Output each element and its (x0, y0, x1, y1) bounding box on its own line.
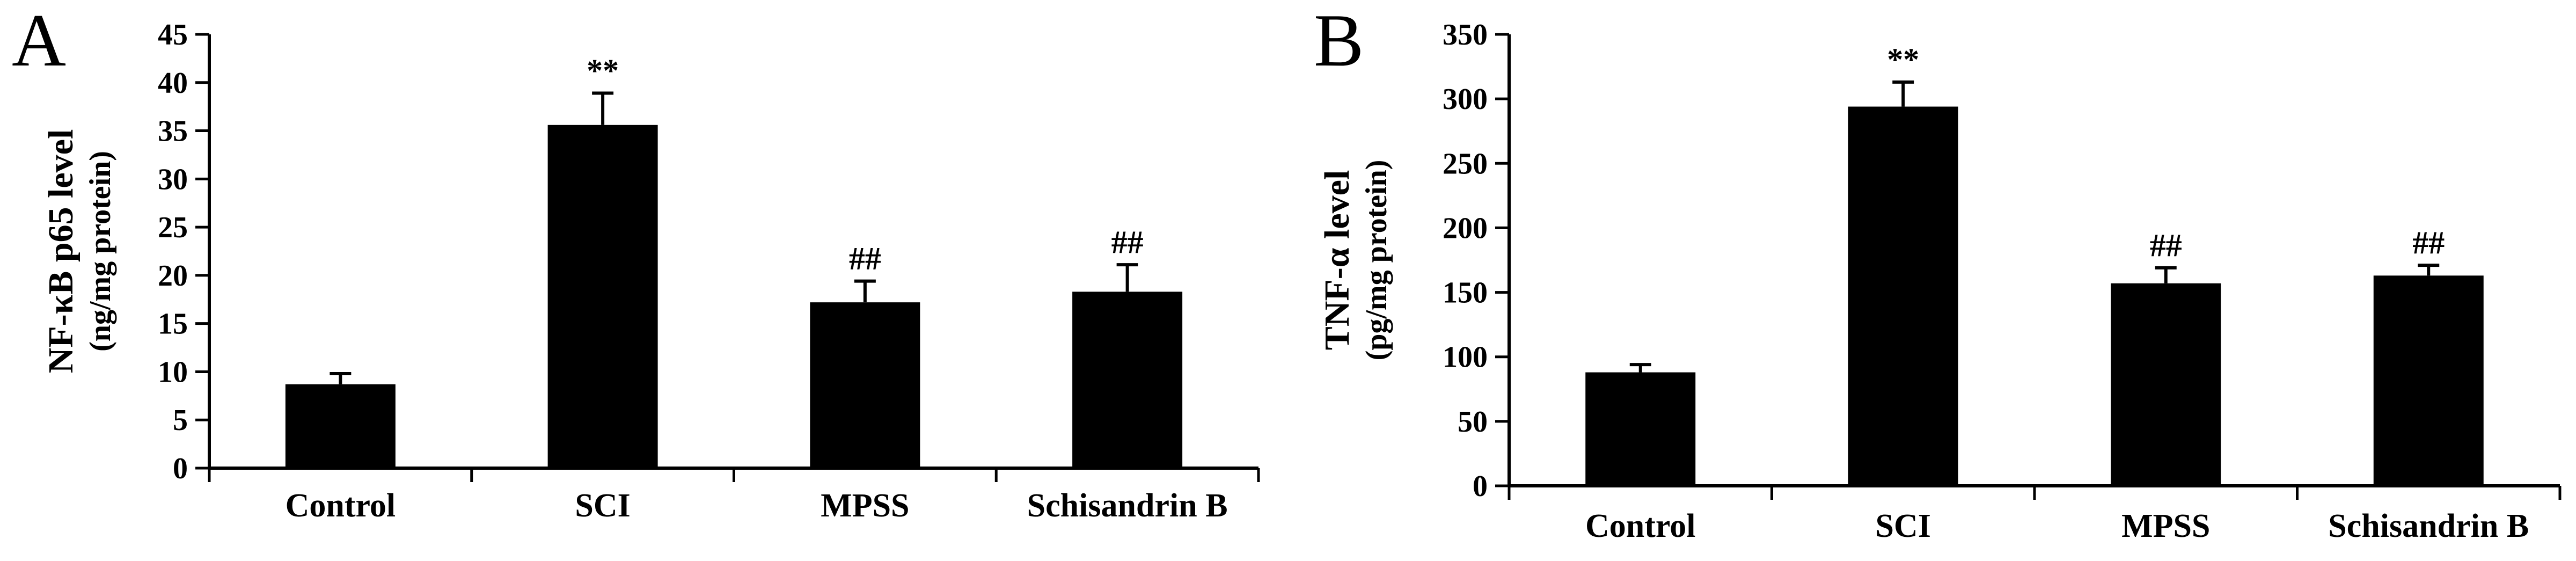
y-tick-label: 50 (1458, 405, 1488, 439)
y-tick-label: 350 (1443, 18, 1488, 52)
x-tick-label: SCI (575, 487, 630, 524)
bar (2373, 275, 2484, 486)
x-tick-label: Control (286, 487, 396, 524)
y-axis-unit-label: (pg/mg protein) (1360, 160, 1393, 361)
y-tick-label: 40 (158, 67, 188, 100)
panel-label: A (12, 0, 66, 82)
x-tick-label: Schisandrin B (1027, 487, 1228, 524)
significance-marker: ** (1887, 42, 1919, 77)
y-tick-label: 250 (1443, 147, 1488, 180)
y-tick-label: 0 (1473, 470, 1488, 503)
x-tick-label: MPSS (2121, 508, 2210, 544)
significance-marker: ** (587, 53, 619, 89)
y-tick-label: 5 (173, 404, 188, 437)
y-tick-label: 35 (158, 115, 188, 148)
bar (2111, 283, 2221, 486)
x-tick-label: SCI (1876, 508, 1931, 544)
y-tick-label: 0 (173, 452, 188, 485)
x-tick-label: MPSS (821, 487, 909, 524)
y-tick-label: 15 (158, 308, 188, 341)
significance-marker: ## (849, 241, 881, 276)
bar (1072, 292, 1183, 468)
y-axis-unit-label: (ng/mg protein) (84, 151, 117, 352)
y-tick-label: 200 (1443, 212, 1488, 245)
bar (1848, 106, 1958, 486)
y-tick-label: 25 (158, 211, 188, 244)
y-tick-label: 150 (1443, 276, 1488, 310)
y-tick-label: 20 (158, 259, 188, 293)
y-tick-label: 100 (1443, 341, 1488, 374)
x-tick-label: Control (1585, 508, 1696, 544)
y-tick-label: 30 (158, 163, 188, 196)
panel-label: B (1314, 0, 1364, 82)
chart-panel-a: A 0 5 10 15 20 25 30 35 40 45 NF-κB p65 level (ng/mg… (12, 0, 1260, 524)
y-tick-label: 300 (1443, 83, 1488, 116)
y-axis-label: TNF-α level (1318, 170, 1357, 351)
y-tick-label: 45 (158, 18, 188, 52)
significance-marker: ## (2412, 225, 2445, 260)
bar (1585, 372, 1696, 486)
significance-marker: ## (2150, 228, 2182, 263)
bar (547, 125, 658, 468)
x-tick-label: Schisandrin B (2328, 508, 2529, 544)
bar (285, 384, 396, 468)
y-axis-label: NF-κB p65 level (41, 129, 80, 374)
significance-marker: ## (1111, 224, 1144, 260)
bar (810, 302, 920, 468)
chart-panel-b: B 0 50 100 150 200 250 300 350 TNF-α level (pg/mg … (1314, 0, 2562, 544)
y-tick-label: 10 (158, 355, 188, 389)
